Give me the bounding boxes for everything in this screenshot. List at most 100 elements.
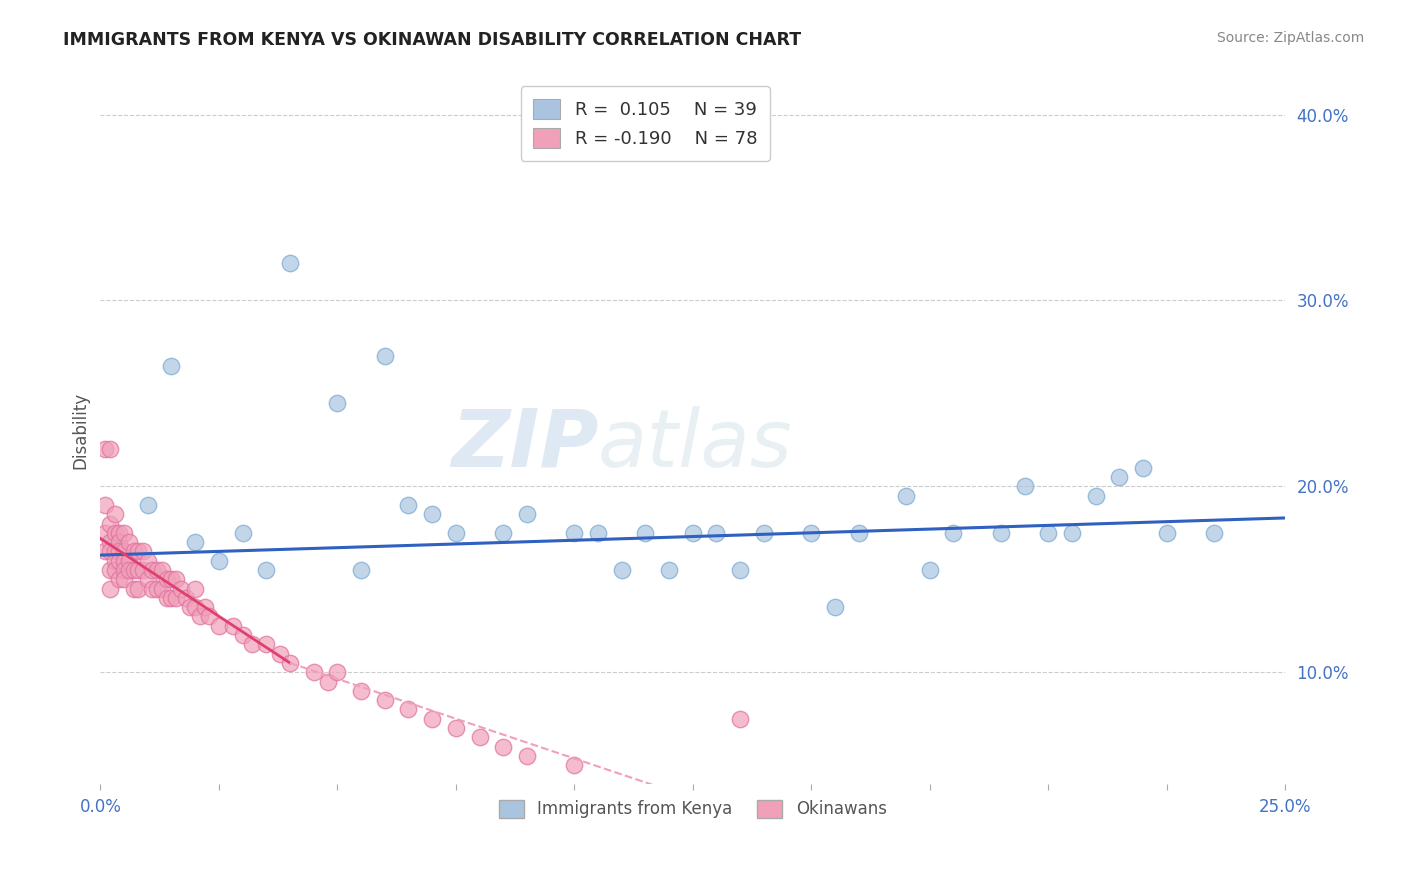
Point (752, 525, 775, 540)
Point (94, 525, 117, 540)
Point (706, 525, 728, 540)
Point (728, 712, 751, 726)
Point (848, 525, 870, 540)
Point (165, 591, 187, 605)
Point (374, 349, 396, 363)
Point (396, 702, 419, 716)
Point (122, 544, 145, 558)
Point (122, 563, 145, 577)
Point (98, 544, 121, 558)
Point (108, 572, 131, 586)
Point (824, 600, 846, 615)
Point (184, 582, 207, 596)
Point (918, 563, 941, 577)
Point (420, 712, 443, 726)
Point (516, 748, 538, 763)
Point (278, 256, 301, 270)
Point (184, 600, 207, 615)
Point (326, 395, 349, 409)
Point (194, 600, 217, 615)
Point (122, 582, 145, 596)
Point (112, 563, 135, 577)
Point (269, 647, 291, 661)
Point (94, 544, 117, 558)
Point (1108, 470, 1130, 484)
Text: ZIP: ZIP (450, 406, 598, 483)
Point (374, 693, 396, 707)
Point (174, 591, 197, 605)
Y-axis label: Disability: Disability (72, 392, 89, 469)
Point (562, 525, 585, 540)
Point (1132, 460, 1154, 475)
Point (516, 507, 538, 521)
Point (146, 582, 169, 596)
Point (146, 563, 169, 577)
Point (316, 674, 339, 689)
Point (141, 582, 163, 596)
Point (136, 498, 159, 512)
Point (634, 525, 657, 540)
Point (160, 359, 183, 373)
Point (728, 563, 751, 577)
Point (94, 498, 117, 512)
Point (132, 544, 155, 558)
Point (682, 525, 704, 540)
Point (150, 582, 173, 596)
Point (112, 554, 135, 568)
Point (990, 525, 1012, 540)
Point (112, 525, 135, 540)
Point (894, 489, 917, 503)
Point (118, 535, 141, 549)
Point (108, 525, 131, 540)
Point (350, 563, 373, 577)
Point (127, 544, 149, 558)
Point (208, 554, 231, 568)
Point (1084, 489, 1107, 503)
Point (98, 535, 121, 549)
Point (98, 442, 121, 457)
Point (1060, 525, 1083, 540)
Point (112, 572, 135, 586)
Point (420, 507, 443, 521)
Point (610, 563, 633, 577)
Point (127, 563, 149, 577)
Point (108, 535, 131, 549)
Legend: Immigrants from Kenya, Okinawans: Immigrants from Kenya, Okinawans (492, 793, 893, 825)
Point (98, 516, 121, 531)
Point (160, 572, 183, 586)
Point (103, 544, 125, 558)
Point (165, 572, 187, 586)
Point (98, 582, 121, 596)
Point (118, 563, 141, 577)
Text: atlas: atlas (598, 406, 793, 483)
Point (586, 525, 609, 540)
Point (132, 563, 155, 577)
Point (170, 582, 193, 596)
Point (184, 535, 207, 549)
Point (254, 637, 277, 651)
Point (562, 758, 585, 772)
Point (156, 591, 179, 605)
Point (1038, 525, 1060, 540)
Point (444, 721, 467, 735)
Point (800, 525, 823, 540)
Point (1204, 525, 1226, 540)
Point (231, 525, 253, 540)
Point (188, 609, 211, 624)
Point (396, 498, 419, 512)
Point (1014, 479, 1036, 493)
Point (127, 582, 149, 596)
Text: IMMIGRANTS FROM KENYA VS OKINAWAN DISABILITY CORRELATION CHART: IMMIGRANTS FROM KENYA VS OKINAWAN DISABI… (63, 31, 801, 49)
Point (160, 591, 183, 605)
Point (103, 554, 125, 568)
Point (350, 683, 373, 698)
Point (179, 600, 201, 615)
Point (240, 637, 263, 651)
Point (156, 572, 179, 586)
Point (254, 563, 277, 577)
Point (231, 628, 253, 642)
Point (278, 656, 301, 670)
Point (492, 525, 515, 540)
Point (492, 739, 515, 754)
Point (468, 731, 491, 745)
